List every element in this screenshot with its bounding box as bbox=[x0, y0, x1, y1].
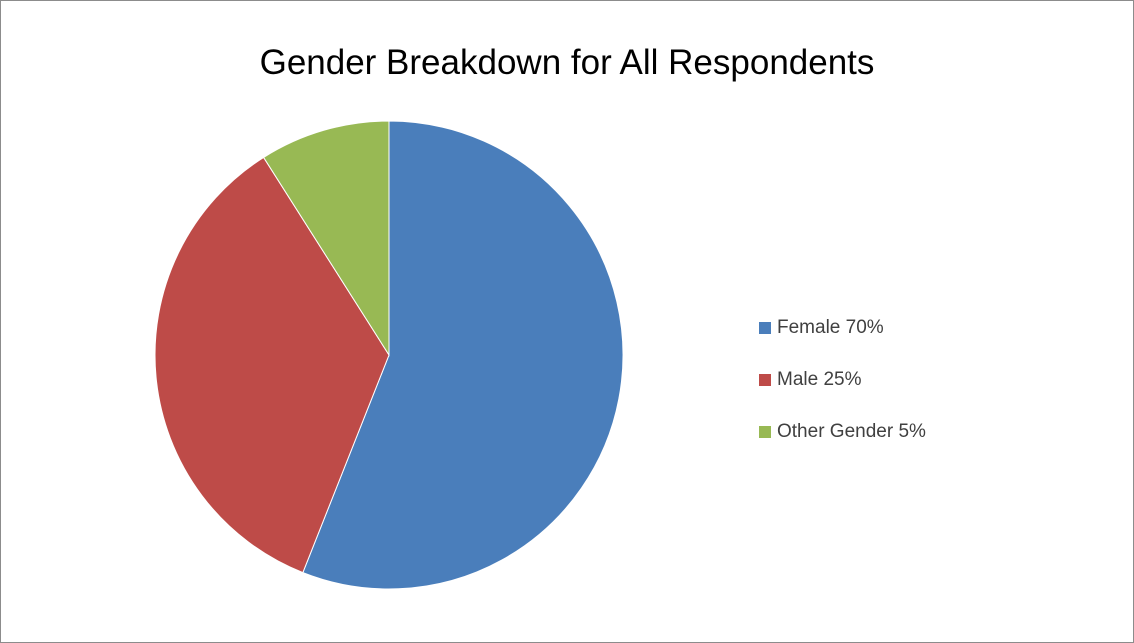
legend-item-female: Female 70% bbox=[759, 315, 926, 341]
legend-label-other-gender: Other Gender 5% bbox=[777, 421, 926, 442]
legend-swatch-other-gender bbox=[759, 426, 771, 438]
legend-label-male: Male 25% bbox=[777, 369, 862, 390]
legend-label-female: Female 70% bbox=[777, 317, 884, 338]
pie-slices bbox=[154, 120, 624, 590]
chart-title: Gender Breakdown for All Respondents bbox=[259, 43, 875, 82]
legend: Female 70% Male 25% Other Gender 5% bbox=[759, 315, 926, 471]
legend-item-male: Male 25% bbox=[759, 367, 926, 393]
legend-swatch-female bbox=[759, 322, 771, 334]
legend-swatch-male bbox=[759, 374, 771, 386]
pie-slice-other-gender bbox=[262, 120, 390, 357]
legend-item-other-gender: Other Gender 5% bbox=[759, 419, 926, 445]
pie-slice-male bbox=[154, 156, 390, 574]
pie-slice-female bbox=[302, 120, 624, 590]
